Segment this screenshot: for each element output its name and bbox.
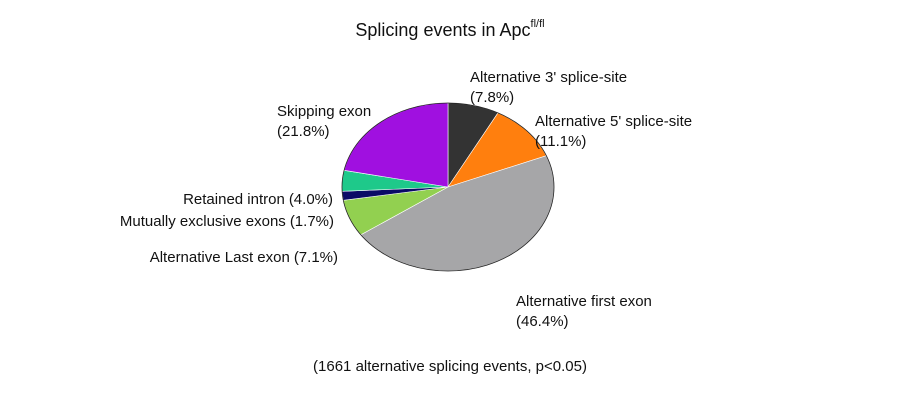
chart-title: Splicing events in Apcfl/fl: [355, 18, 544, 40]
slice-label: Alternative 5' splice-site: [535, 113, 692, 130]
slice-label: Alternative Last exon: [150, 249, 290, 266]
slice-label-group: Mutually exclusive exons (1.7%): [120, 213, 334, 230]
slice-label-group: Retained intron (4.0%): [183, 191, 333, 208]
slice-label: Alternative 3' splice-site: [470, 69, 627, 86]
title-superscript: fl/fl: [531, 18, 545, 30]
slice-label-group: Alternative Last exon (7.1%): [150, 249, 338, 266]
footnote: (1661 alternative splicing events, p<0.0…: [313, 358, 587, 375]
value-label: (7.1%): [294, 249, 338, 266]
value-label: (21.8%): [277, 123, 330, 140]
value-label: (1.7%): [290, 213, 334, 230]
value-label: (4.0%): [289, 191, 333, 208]
slice-label: Retained intron: [183, 191, 285, 208]
value-label: (46.4%): [516, 313, 569, 330]
slice-label: Alternative first exon: [516, 293, 652, 310]
slice-label: Mutually exclusive exons: [120, 213, 286, 230]
title-text: Splicing events in Apc: [355, 20, 530, 40]
pie-outline: [341, 102, 555, 272]
value-label: (11.1%): [535, 133, 586, 150]
slice-label: Skipping exon: [277, 103, 371, 120]
value-label: (7.8%): [470, 89, 514, 106]
